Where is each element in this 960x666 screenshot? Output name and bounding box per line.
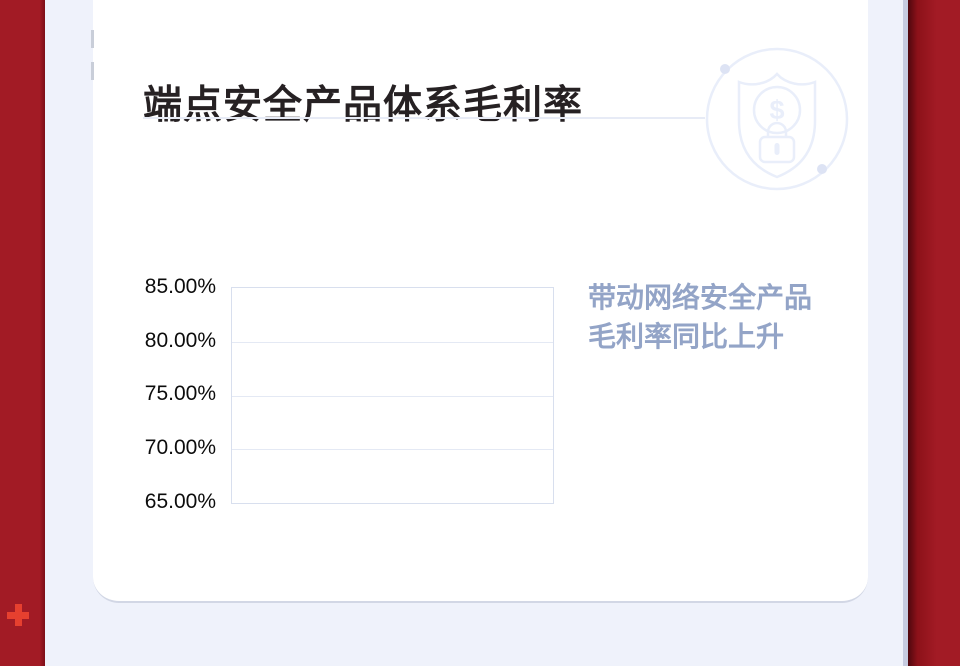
lock-keyhole [774,143,780,155]
plus-icon-horizontal-bar [7,612,29,619]
left-red-sidebar [0,0,45,666]
gridline-70pct [232,449,553,451]
card-edge-tick [91,30,94,48]
card-edge-tick [91,62,94,80]
y-axis-tick-label: 75.00% [144,382,216,405]
dollar-glyph: $ [769,95,784,125]
annotation-line-1: 带动网络安全产品 [588,282,813,313]
shield-outline [737,72,817,179]
y-axis-tick-label: 65.00% [144,490,216,513]
watermark-circle [705,47,849,191]
y-axis-tick-label: 85.00% [144,275,216,298]
lock-shackle [766,121,788,137]
watermark-dot-bottom-right [817,164,827,174]
shield-dollar-lock-icon: $ [705,47,849,191]
gridline-80pct [232,341,553,343]
title-divider [143,117,705,119]
y-axis-tick-label: 80.00% [144,329,216,352]
lock-body [758,135,796,164]
page-title: 端点安全产品体系毛利率 [143,84,584,128]
plus-icon [7,604,29,626]
shield-inner-circle [752,85,802,135]
gridline-75pct [232,395,553,397]
y-axis-tick-label: 70.00% [144,436,216,459]
watermark-dot-top-left [720,64,730,74]
chart-annotation: 带动网络安全产品 毛利率同比上升 [588,278,812,356]
right-edge-divider [903,0,908,666]
right-red-sidebar [908,0,960,666]
chart-plot-area [231,287,554,504]
annotation-line-2: 毛利率同比上升 [588,321,785,352]
